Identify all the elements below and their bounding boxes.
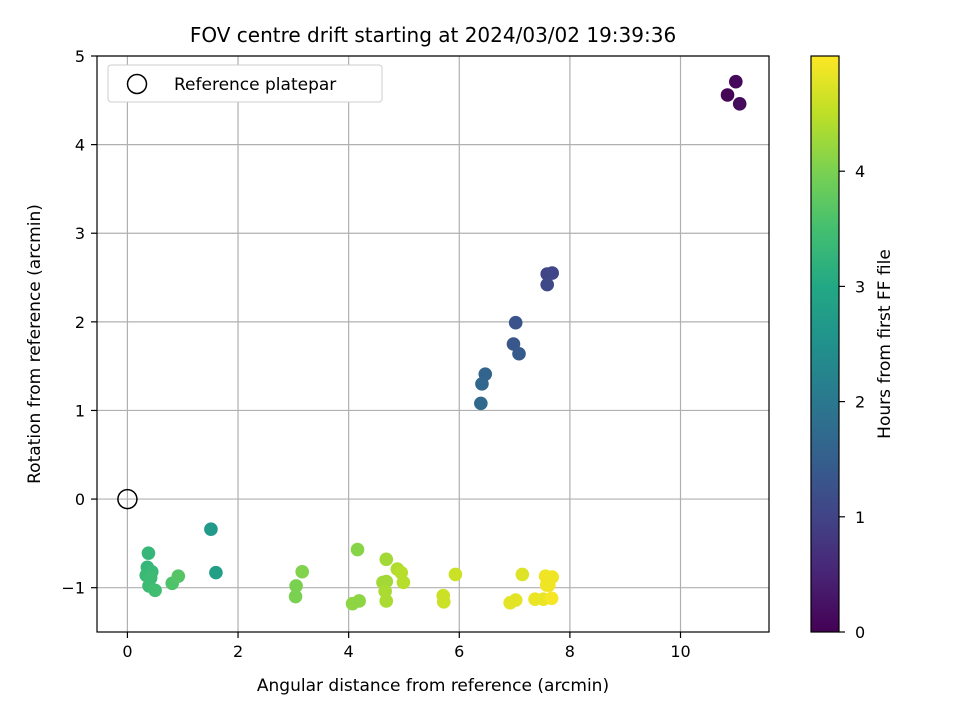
data-point xyxy=(448,567,463,582)
y-tick-label: 1 xyxy=(75,401,85,420)
colorbar-gradient xyxy=(811,56,839,632)
y-axis-label: Rotation from reference (arcmin) xyxy=(25,204,45,484)
x-axis-ticks: 0 2 4 6 8 10 xyxy=(122,632,691,661)
data-point xyxy=(474,396,488,411)
data-point xyxy=(508,315,523,330)
data-point xyxy=(379,594,394,608)
data-point xyxy=(204,522,218,537)
x-tick-label: 10 xyxy=(670,642,690,661)
colorbar-frame xyxy=(810,55,840,633)
colorbar-tick-label: 3 xyxy=(855,277,865,296)
plot-frame xyxy=(96,55,770,633)
legend-box xyxy=(107,64,383,103)
data-point xyxy=(148,583,162,598)
x-tick-label: 4 xyxy=(344,642,354,661)
data-point xyxy=(288,589,303,604)
legend-label-reference-platepar: Reference platepar xyxy=(174,75,336,95)
data-point xyxy=(515,567,530,582)
x-tick-label: 6 xyxy=(454,642,464,661)
data-point xyxy=(350,542,365,557)
data-point xyxy=(289,579,303,593)
data-point xyxy=(542,578,556,592)
data-point xyxy=(436,595,451,609)
data-point xyxy=(171,569,186,583)
reference-platepar-marker xyxy=(117,488,138,510)
colorbar-ticks: 0 1 2 3 4 xyxy=(839,162,865,642)
legend: Reference platepar xyxy=(107,64,383,103)
data-points xyxy=(139,74,747,611)
data-point xyxy=(544,591,559,606)
y-tick-label: −1 xyxy=(61,579,85,598)
y-axis-ticks: −1 0 1 2 3 4 5 xyxy=(61,47,97,598)
data-point xyxy=(512,346,526,361)
data-point xyxy=(209,565,223,580)
data-point xyxy=(475,377,489,391)
colorbar: 0 1 2 3 4 Hours from first FF file xyxy=(810,55,895,642)
grid-lines xyxy=(97,55,769,632)
x-axis-label: Angular distance from reference (arcmin) xyxy=(257,676,609,696)
colorbar-tick-label: 4 xyxy=(855,162,865,181)
data-point xyxy=(729,74,743,89)
y-tick-label: 0 xyxy=(75,490,85,509)
colorbar-tick-label: 1 xyxy=(855,508,865,527)
data-point xyxy=(545,266,559,280)
data-point xyxy=(720,88,735,102)
data-point xyxy=(508,593,523,607)
data-point xyxy=(732,97,747,111)
data-point xyxy=(141,546,156,560)
colorbar-tick-label: 0 xyxy=(855,623,865,642)
data-point xyxy=(396,575,411,590)
x-tick-label: 8 xyxy=(565,642,575,661)
chart-title: FOV centre drift starting at 2024/03/02 … xyxy=(190,23,676,47)
x-tick-label: 0 xyxy=(122,642,132,661)
y-tick-label: 2 xyxy=(75,313,85,332)
y-tick-label: 4 xyxy=(75,136,85,155)
colorbar-label: Hours from first FF file xyxy=(875,249,895,439)
colorbar-tick-label: 2 xyxy=(855,393,865,412)
data-point xyxy=(379,552,394,567)
y-tick-label: 5 xyxy=(75,47,85,66)
data-point xyxy=(540,277,555,292)
legend-reference-marker xyxy=(126,73,148,95)
data-point xyxy=(295,564,309,579)
y-tick-label: 3 xyxy=(75,224,85,243)
x-tick-label: 2 xyxy=(233,642,243,661)
data-point xyxy=(352,594,366,608)
